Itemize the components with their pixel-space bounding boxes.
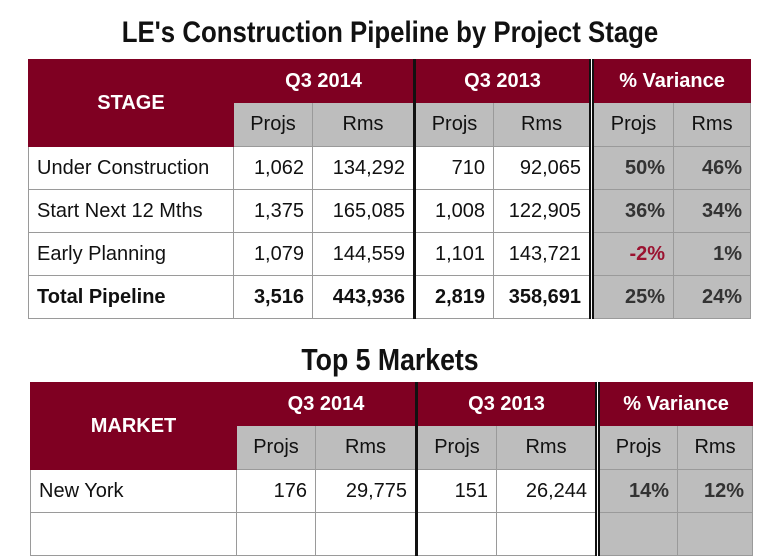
column-header: Projs: [595, 425, 679, 470]
group-header-row: STAGE Q3 2014 Q3 2013% Variance: [28, 59, 752, 147]
column-header: Projs: [589, 102, 675, 147]
column-header: Projs: [236, 425, 316, 470]
column-header: Rms: [677, 425, 754, 470]
cell: 165,085: [311, 189, 416, 233]
row-label: Early Planning: [28, 232, 234, 276]
cell: 29,775: [314, 469, 418, 513]
table-row: Start Next 12 Mths 1,375 165,085 1,008 122,9…: [28, 189, 752, 233]
cell: 3,516: [233, 275, 313, 319]
cell: [496, 512, 599, 556]
cell: -2%: [589, 232, 675, 276]
row-label: Under Construction: [28, 146, 234, 190]
label-header: STAGE: [28, 59, 234, 147]
markets-table: MARKET Q3 2014 Q3 2013% Variance Projs Rms Pr…: [30, 382, 754, 556]
cell: 1,062: [233, 146, 313, 190]
cell: 50%: [589, 146, 675, 190]
cell: 358,691: [493, 275, 593, 319]
cell: 176: [236, 469, 316, 513]
table-row: New York 176 29,775 151 26,244 14% 12%: [30, 469, 754, 513]
pipeline-title: LE's Construction Pipeline by Project St…: [121, 16, 659, 49]
cell: 1,008: [413, 189, 495, 233]
markets-title: Top 5 Markets: [301, 342, 479, 377]
cell: 151: [415, 469, 498, 513]
cell: 143,721: [493, 232, 593, 276]
group-header: Q3 2013: [413, 59, 593, 103]
cell: 1%: [673, 232, 752, 276]
cell: 26,244: [496, 469, 599, 513]
label-header: MARKET: [30, 382, 237, 470]
cell: 12%: [677, 469, 754, 513]
column-header: Projs: [413, 102, 495, 147]
cell: 25%: [589, 275, 675, 319]
cell: 36%: [589, 189, 675, 233]
group-header: Q3 2014: [232, 59, 416, 103]
cell: [314, 512, 418, 556]
cell: 443,936: [311, 275, 416, 319]
cell: 134,292: [311, 146, 416, 190]
cell: 710: [413, 146, 495, 190]
cell: 24%: [673, 275, 752, 319]
cell: 92,065: [493, 146, 593, 190]
table-row: Under Construction 1,062 134,292 710 92,065 5…: [28, 146, 752, 190]
table-row: Total Pipeline 3,516 443,936 2,819 358,691 25…: [28, 275, 752, 319]
group-header: Q3 2013: [415, 382, 599, 426]
cell: 2,819: [413, 275, 495, 319]
cell: [677, 512, 754, 556]
column-header: Projs: [415, 425, 498, 470]
cell: 122,905: [493, 189, 593, 233]
column-header: Rms: [493, 102, 593, 147]
cell: [30, 512, 237, 556]
cell: 1,375: [233, 189, 313, 233]
cell: 14%: [595, 469, 679, 513]
column-header: Rms: [311, 102, 416, 147]
cell: 46%: [673, 146, 752, 190]
cell: 34%: [673, 189, 752, 233]
pipeline-table: STAGE Q3 2014 Q3 2013% Variance Projs Rms Pro…: [28, 59, 752, 319]
group-header-row: MARKET Q3 2014 Q3 2013% Variance: [30, 382, 754, 470]
column-header: Rms: [314, 425, 418, 470]
cell: [595, 512, 679, 556]
cell: [236, 512, 316, 556]
subheader-row: Projs Rms Projs Rms Projs Rms: [31, 425, 754, 470]
table-row: Early Planning 1,079 144,559 1,101 143,721 -2…: [28, 232, 752, 276]
column-header: Projs: [233, 102, 313, 147]
table-row: [30, 512, 754, 556]
cell: 1,101: [413, 232, 495, 276]
row-label: Start Next 12 Mths: [28, 189, 234, 233]
group-header: % Variance: [589, 59, 752, 103]
cell: 1,079: [233, 232, 313, 276]
group-header: % Variance: [595, 382, 754, 426]
column-header: Rms: [673, 102, 752, 147]
subheader-row: Projs Rms Projs Rms Projs Rms: [29, 102, 752, 147]
row-label: New York: [30, 469, 237, 513]
column-header: Rms: [496, 425, 599, 470]
group-header: Q3 2014: [235, 382, 418, 426]
row-label: Total Pipeline: [28, 275, 234, 319]
cell: 144,559: [311, 232, 416, 276]
cell: [415, 512, 498, 556]
